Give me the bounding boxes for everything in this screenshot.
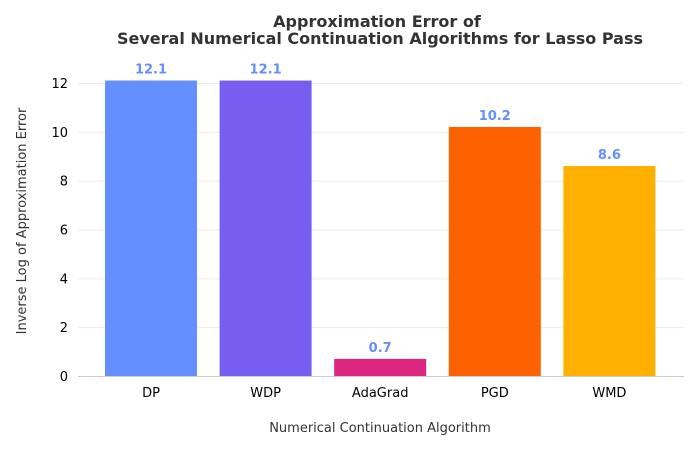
data-label-wmd: 8.6 (598, 148, 621, 163)
data-labels: 12.1 12.1 0.7 10.2 8.6 (135, 63, 621, 356)
x-axis-label: Numerical Continuation Algorithm (269, 421, 491, 436)
x-tick-label-wdp: WDP (250, 386, 281, 401)
y-tick-label: 2 (60, 321, 68, 336)
chart-title-line-1: Approximation Error of (273, 12, 482, 31)
x-tick-label-adagrad: AdaGrad (352, 386, 409, 401)
y-axis-ticks: 0 2 4 6 8 10 12 (51, 77, 68, 385)
bar-wmd (563, 166, 656, 376)
data-label-dp: 12.1 (135, 63, 167, 78)
x-axis-ticks: DP WDP AdaGrad PGD WMD (142, 386, 626, 401)
data-label-adagrad: 0.7 (369, 341, 392, 356)
chart-title-line-2: Several Numerical Continuation Algorithm… (117, 29, 643, 48)
y-tick-label: 4 (60, 272, 68, 287)
x-tick-label-wmd: WMD (592, 386, 626, 401)
x-tick-label-pgd: PGD (481, 386, 509, 401)
y-tick-label: 12 (51, 77, 68, 92)
y-tick-label: 6 (60, 224, 68, 239)
data-label-pgd: 10.2 (479, 109, 511, 124)
data-label-wdp: 12.1 (250, 63, 282, 78)
y-tick-label: 8 (60, 175, 68, 190)
x-tick-label-dp: DP (142, 386, 160, 401)
y-axis-label: Inverse Log of Approximation Error (15, 107, 30, 334)
y-tick-label: 0 (60, 370, 68, 385)
y-tick-label: 10 (51, 126, 68, 141)
bar-wdp (219, 80, 312, 376)
bar-pgd (448, 126, 541, 376)
bar-dp (105, 80, 197, 376)
bars (105, 80, 656, 376)
bar-adagrad (334, 358, 427, 376)
